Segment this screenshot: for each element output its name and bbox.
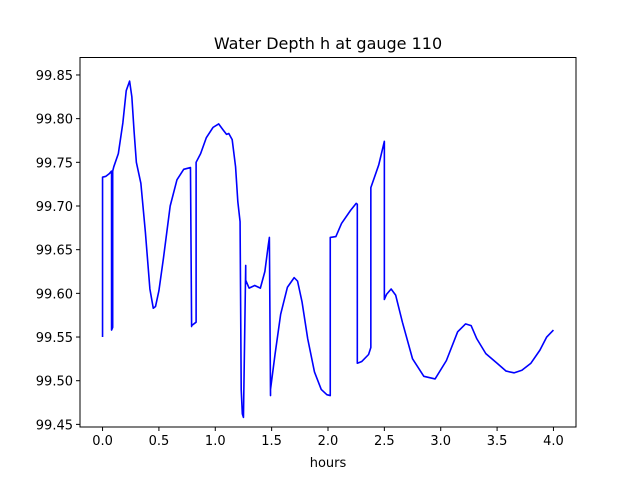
x-tick-label: 3.5 bbox=[487, 434, 508, 449]
y-tick-label: 99.70 bbox=[36, 200, 73, 215]
x-tick-label: 2.0 bbox=[318, 434, 339, 449]
plot-area bbox=[101, 80, 555, 419]
x-axis-ticks: 0.0 0.5 1.0 1.5 2.0 2.5 3.0 3.5 4.0 bbox=[92, 427, 564, 449]
y-tick-label: 99.50 bbox=[36, 375, 73, 390]
x-tick-label: 0.5 bbox=[149, 434, 170, 449]
y-tick-label: 99.55 bbox=[36, 331, 73, 346]
chart-title: Water Depth h at gauge 110 bbox=[214, 34, 442, 53]
x-tick-label: 3.0 bbox=[430, 434, 451, 449]
y-tick-label: 99.45 bbox=[36, 418, 73, 433]
x-axis-label: hours bbox=[310, 456, 347, 471]
y-tick-label: 99.75 bbox=[36, 156, 73, 171]
y-tick-label: 99.80 bbox=[36, 113, 73, 128]
y-axis-ticks: 99.45 99.50 99.55 99.60 99.65 99.70 99.75 99.80… bbox=[36, 69, 80, 433]
x-tick-label: 4.0 bbox=[543, 434, 564, 449]
series-line-0 bbox=[101, 80, 555, 419]
y-tick-label: 99.60 bbox=[36, 287, 73, 302]
plot-frame bbox=[79, 57, 577, 428]
y-tick-label: 99.65 bbox=[36, 244, 73, 259]
x-tick-label: 2.5 bbox=[374, 434, 395, 449]
x-tick-label: 0.0 bbox=[92, 434, 113, 449]
y-tick-label: 99.85 bbox=[36, 69, 73, 84]
x-tick-label: 1.0 bbox=[205, 434, 226, 449]
x-tick-label: 1.5 bbox=[261, 434, 282, 449]
